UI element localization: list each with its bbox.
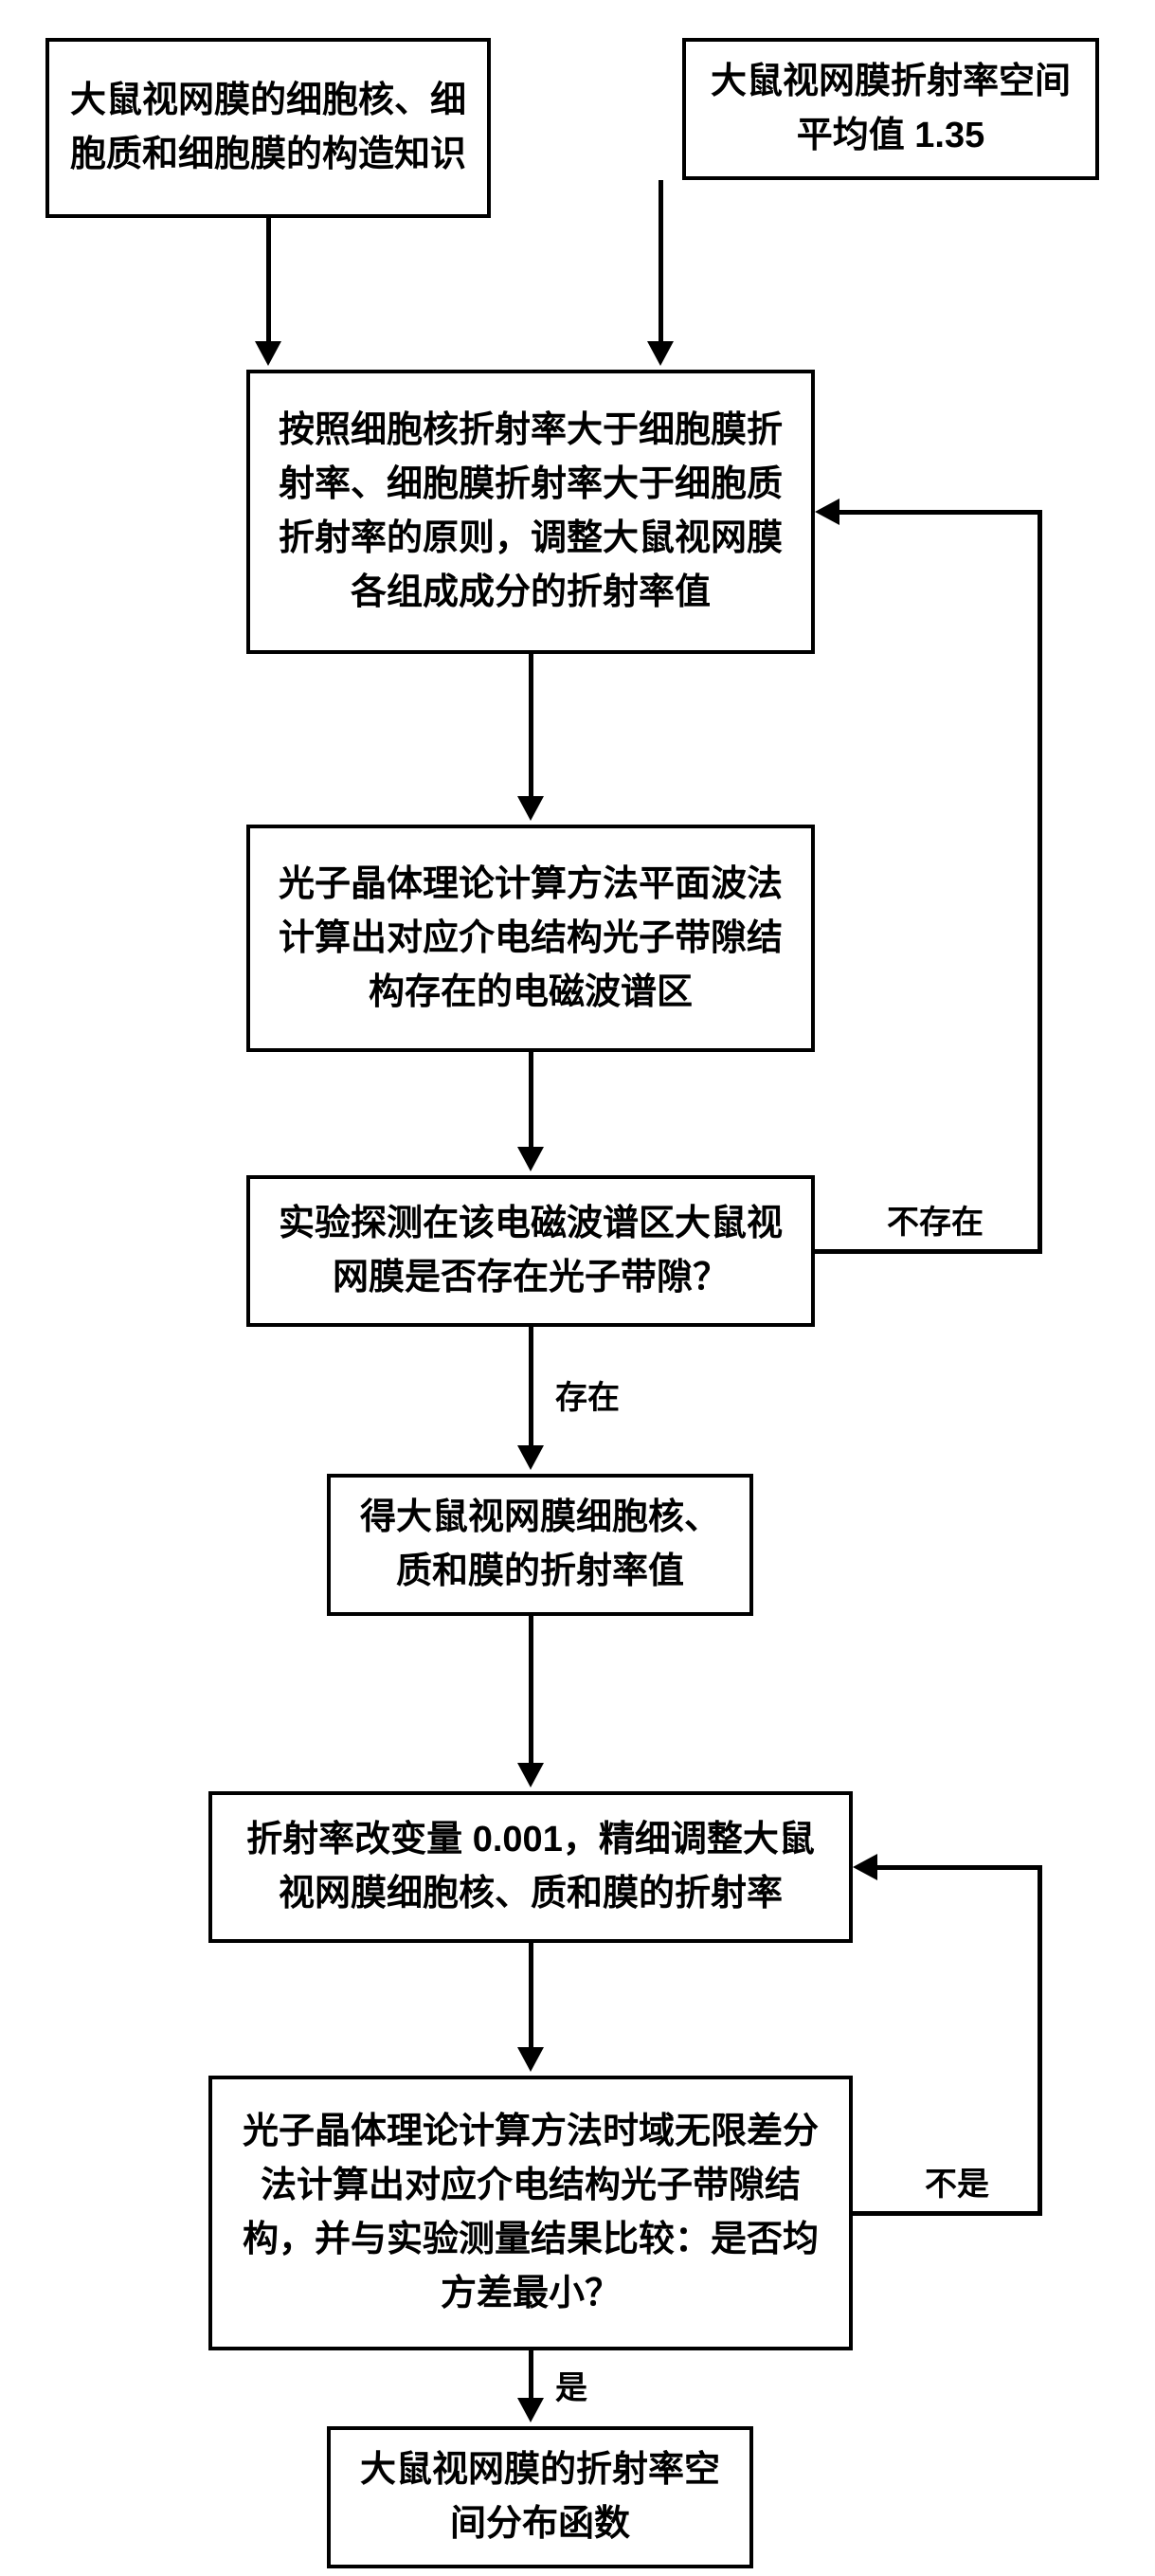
node-text: 大鼠视网膜的细胞核、细胞质和细胞膜的构造知识 <box>70 74 466 182</box>
edge-line <box>659 180 663 346</box>
edge-label-text: 是 <box>555 2370 587 2406</box>
edge-label-text: 不是 <box>925 2167 989 2203</box>
node-text: 大鼠视网膜的折射率空间分布函数 <box>352 2443 729 2551</box>
edge-line <box>815 1249 1042 1254</box>
node-decision-variance: 光子晶体理论计算方法时域无限差分法计算出对应介电结构光子带隙结构，并与实验测量结… <box>208 2076 853 2350</box>
node-plane-wave-calc: 光子晶体理论计算方法平面波法计算出对应介电结构光子带隙结构存在的电磁波谱区 <box>246 825 815 1052</box>
edge-line <box>877 1865 1042 1870</box>
edge-line <box>1038 1865 1042 2216</box>
arrow-head-icon <box>647 341 674 366</box>
edge-label-exists: 存在 <box>550 1370 625 1420</box>
arrow-head-icon <box>517 1147 544 1171</box>
arrow-head-icon <box>255 341 281 366</box>
node-text: 大鼠视网膜折射率空间平均值 1.35 <box>707 55 1074 163</box>
edge-line <box>266 218 271 346</box>
edge-line <box>529 1327 533 1450</box>
edge-label-not-exists: 不存在 <box>881 1194 989 1244</box>
node-get-refraction: 得大鼠视网膜细胞核、质和膜的折射率值 <box>327 1474 753 1616</box>
arrow-head-icon <box>815 499 839 525</box>
node-fine-adjust: 折射率改变量 0.001，精细调整大鼠视网膜细胞核、质和膜的折射率 <box>208 1791 853 1943</box>
edge-label-yes: 是 <box>550 2360 593 2410</box>
edge-line <box>529 1616 533 1768</box>
node-text: 得大鼠视网膜细胞核、质和膜的折射率值 <box>352 1491 729 1599</box>
node-input-1: 大鼠视网膜的细胞核、细胞质和细胞膜的构造知识 <box>45 38 491 218</box>
edge-line <box>853 2211 1042 2216</box>
edge-label-no: 不是 <box>919 2156 995 2206</box>
node-text: 按照细胞核折射率大于细胞膜折射率、细胞膜折射率大于细胞质折射率的原则，调整大鼠视… <box>271 404 790 620</box>
edge-line <box>529 1052 533 1152</box>
node-text: 实验探测在该电磁波谱区大鼠视网膜是否存在光子带隙？ <box>271 1197 790 1305</box>
edge-line <box>529 654 533 801</box>
edge-line <box>1038 510 1042 1254</box>
edge-label-text: 不存在 <box>887 1205 984 1241</box>
arrow-head-icon <box>853 1854 877 1880</box>
edge-label-text: 存在 <box>555 1380 620 1416</box>
node-text: 折射率改变量 0.001，精细调整大鼠视网膜细胞核、质和膜的折射率 <box>233 1813 828 1921</box>
node-result: 大鼠视网膜的折射率空间分布函数 <box>327 2426 753 2568</box>
edge-line <box>839 510 1042 515</box>
arrow-head-icon <box>517 2047 544 2072</box>
node-decision-bandgap: 实验探测在该电磁波谱区大鼠视网膜是否存在光子带隙？ <box>246 1175 815 1327</box>
edge-line <box>529 2350 533 2403</box>
arrow-head-icon <box>517 796 544 821</box>
arrow-head-icon <box>517 1763 544 1787</box>
node-text: 光子晶体理论计算方法时域无限差分法计算出对应介电结构光子带隙结构，并与实验测量结… <box>233 2105 828 2321</box>
node-adjust-refraction: 按照细胞核折射率大于细胞膜折射率、细胞膜折射率大于细胞质折射率的原则，调整大鼠视… <box>246 370 815 654</box>
arrow-head-icon <box>517 1445 544 1470</box>
edge-line <box>529 1943 533 2052</box>
node-text: 光子晶体理论计算方法平面波法计算出对应介电结构光子带隙结构存在的电磁波谱区 <box>271 858 790 1020</box>
node-input-2: 大鼠视网膜折射率空间平均值 1.35 <box>682 38 1099 180</box>
arrow-head-icon <box>517 2398 544 2422</box>
